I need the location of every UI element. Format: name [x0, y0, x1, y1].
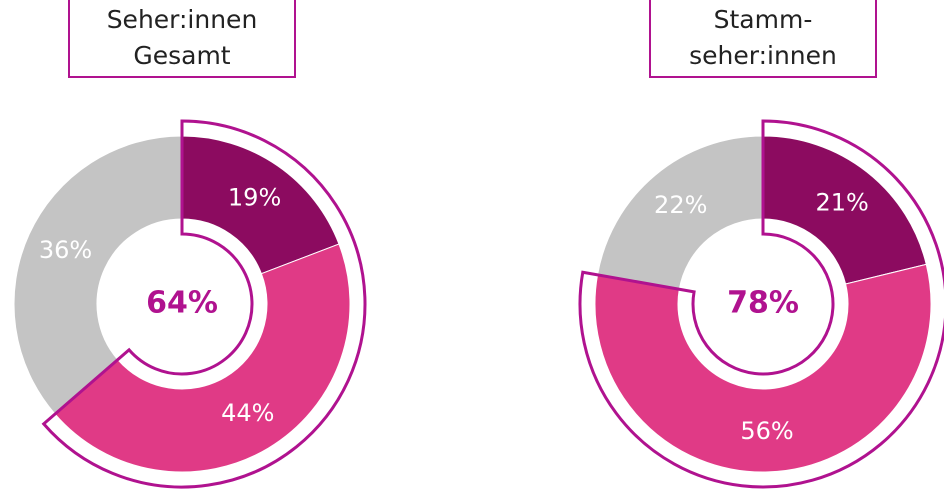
donut-segment: [596, 135, 764, 290]
donut-segment: [594, 263, 932, 473]
value-label: 36%: [39, 236, 92, 264]
donut-segment: [54, 243, 351, 473]
highlight-outline: [41, 119, 367, 489]
chart-title: Stamm- seher:innen: [649, 0, 877, 78]
center-label: 64%: [146, 286, 218, 321]
value-label: 56%: [740, 417, 793, 445]
center-label: 78%: [727, 286, 799, 321]
value-label: 19%: [228, 184, 281, 212]
donut-segment: [13, 135, 183, 415]
value-label: 44%: [221, 399, 274, 427]
donut-segment: [181, 135, 340, 275]
value-label: 22%: [654, 191, 707, 219]
highlight-outline: [578, 119, 944, 489]
donut-segment: [762, 135, 927, 285]
chart-title: Seher:innen Gesamt: [68, 0, 296, 78]
value-label: 21%: [815, 188, 868, 216]
